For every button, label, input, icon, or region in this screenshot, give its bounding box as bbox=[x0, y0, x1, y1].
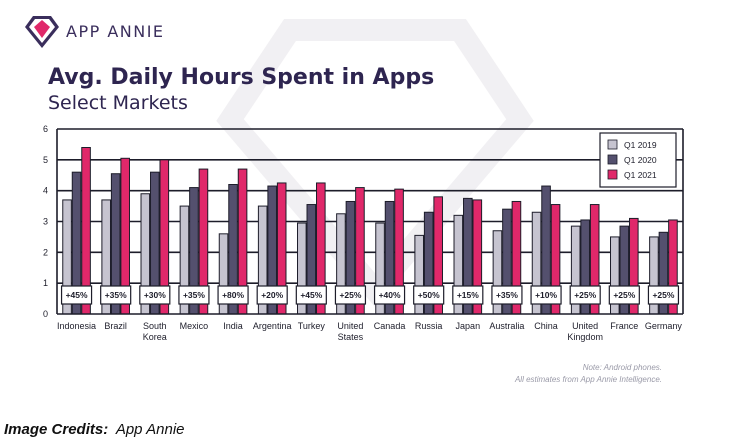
legend: Q1 2019 Q1 2020 Q1 2021 bbox=[599, 132, 677, 188]
growth-label: +35% bbox=[105, 290, 127, 300]
growth-label: +45% bbox=[66, 290, 88, 300]
growth-label: +25% bbox=[652, 290, 674, 300]
x-tick-label: Indonesia bbox=[57, 321, 96, 331]
x-tick-label: Kingdom bbox=[567, 332, 603, 342]
y-tick-label: 2 bbox=[43, 247, 48, 257]
growth-label-box bbox=[334, 285, 367, 305]
image-credits: Image Credits: App Annie bbox=[4, 421, 185, 438]
legend-entry: Q1 2019 bbox=[624, 140, 657, 150]
growth-label: +25% bbox=[574, 290, 596, 300]
credits-label: Image Credits: bbox=[4, 421, 108, 438]
growth-label: +30% bbox=[144, 290, 166, 300]
x-tick-label: Mexico bbox=[180, 321, 209, 331]
credits-source: App Annie bbox=[115, 421, 185, 438]
growth-label-box bbox=[295, 285, 327, 305]
legend-entry: Q1 2021 bbox=[624, 170, 657, 180]
growth-label: +80% bbox=[222, 290, 244, 300]
growth-label: +35% bbox=[183, 290, 205, 300]
growth-label-box bbox=[100, 285, 132, 305]
x-tick-label: United bbox=[337, 321, 363, 331]
growth-label-box bbox=[608, 285, 640, 305]
y-tick-label: 0 bbox=[43, 309, 48, 319]
x-tick-label: United bbox=[572, 321, 598, 331]
x-tick-label: France bbox=[610, 321, 638, 331]
bars bbox=[62, 147, 678, 315]
growth-label-box bbox=[413, 285, 445, 305]
growth-label: +50% bbox=[418, 290, 440, 300]
x-tick-label: Japan bbox=[456, 321, 481, 331]
y-tick-label: 5 bbox=[43, 155, 48, 165]
legend-swatch bbox=[607, 139, 618, 150]
legend-swatch bbox=[607, 154, 618, 165]
chart-subtitle: Select Markets bbox=[48, 92, 188, 114]
x-tick-label: Argentina bbox=[253, 321, 292, 331]
y-tick-label: 6 bbox=[43, 124, 48, 134]
x-tick-label: Russia bbox=[415, 321, 443, 331]
x-tick-label: Germany bbox=[645, 321, 683, 331]
x-tick-label: Korea bbox=[143, 332, 167, 342]
growth-label: +10% bbox=[535, 290, 557, 300]
x-tick-label: Canada bbox=[374, 321, 406, 331]
y-tick-label: 3 bbox=[43, 217, 48, 227]
x-tick-label: South bbox=[143, 321, 167, 331]
growth-label: +15% bbox=[457, 290, 479, 300]
growth-label-box bbox=[530, 285, 562, 305]
y-tick-label: 4 bbox=[43, 186, 48, 196]
note-line-1: Note: Android phones. bbox=[583, 363, 662, 372]
growth-label-box bbox=[217, 285, 249, 305]
growth-labels: +45% +35% +30% +35% +80% +20% +45% +25% +40% +50%… bbox=[60, 285, 680, 305]
x-tick-label: India bbox=[223, 321, 243, 331]
diamond-logo-icon bbox=[25, 16, 59, 48]
growth-label: +20% bbox=[261, 290, 283, 300]
growth-label: +25% bbox=[339, 290, 361, 300]
x-tick-label: Turkey bbox=[298, 321, 326, 331]
growth-label-box bbox=[60, 285, 93, 305]
growth-label-box bbox=[178, 285, 210, 305]
growth-label-box bbox=[373, 285, 406, 305]
growth-label: +25% bbox=[613, 290, 635, 300]
growth-label-box bbox=[491, 285, 523, 305]
growth-label-box bbox=[452, 285, 484, 305]
x-tick-label: States bbox=[338, 332, 364, 342]
growth-label-box bbox=[647, 285, 680, 305]
y-tick-label: 1 bbox=[43, 278, 48, 288]
x-tick-label: Australia bbox=[489, 321, 524, 331]
growth-label: +45% bbox=[300, 290, 322, 300]
brand-name: APP ANNIE bbox=[66, 22, 165, 41]
growth-label: +40% bbox=[379, 290, 401, 300]
x-tick-label: China bbox=[534, 321, 558, 331]
watermark-diamond-icon bbox=[216, 19, 534, 307]
growth-label-box bbox=[569, 285, 601, 305]
x-tick-label: Brazil bbox=[104, 321, 127, 331]
chart-title: Avg. Daily Hours Spent in Apps bbox=[48, 65, 434, 90]
note-line-2: All estimates from App Annie Intelligenc… bbox=[514, 375, 662, 384]
growth-label: +35% bbox=[496, 290, 518, 300]
legend-entry: Q1 2020 bbox=[624, 155, 657, 165]
legend-swatch bbox=[607, 169, 618, 180]
growth-label-box bbox=[256, 285, 288, 305]
growth-label-box bbox=[139, 285, 171, 305]
